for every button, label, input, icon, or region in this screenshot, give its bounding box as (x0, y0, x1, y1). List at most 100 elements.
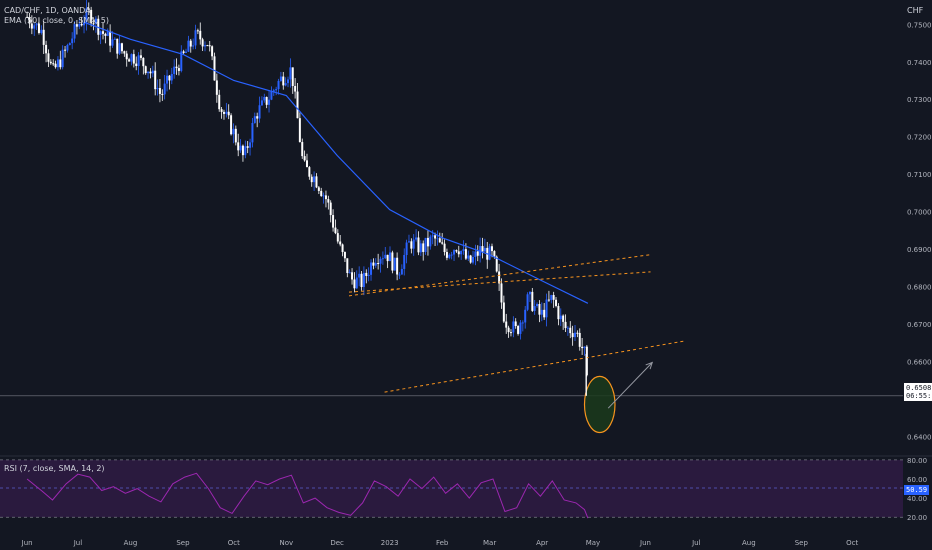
candle-body (123, 51, 126, 54)
drawings[interactable] (583, 353, 654, 434)
candle-body (453, 250, 456, 255)
x-tick-label: Sep (795, 539, 809, 547)
candle-body (260, 100, 263, 106)
candle-body (139, 55, 142, 58)
candle-body (400, 268, 403, 275)
candle-body (581, 346, 584, 349)
ema-indicator-label[interactable]: EMA (50, close, 0, SMA, 5) (4, 16, 109, 25)
candle-body (166, 75, 169, 84)
candle-body (431, 235, 434, 237)
candle-body (161, 93, 164, 95)
candle-body (460, 250, 463, 255)
candle-body (109, 30, 112, 46)
projection-arrow (607, 362, 653, 409)
candle-body (372, 262, 375, 266)
candle-body (419, 243, 422, 253)
candle-body (177, 68, 180, 71)
candle-body (315, 176, 318, 188)
candle-body (199, 30, 202, 40)
rsi-line (26, 472, 589, 519)
trendlines[interactable] (348, 254, 687, 393)
candle-body (550, 295, 553, 301)
candle-body (66, 44, 69, 51)
candle-body (407, 241, 410, 243)
candle-body (379, 258, 382, 264)
candle-body (239, 145, 242, 151)
last-price-value: 0.65081 (906, 384, 932, 392)
candle-body (536, 304, 539, 307)
x-tick-label: Apr (536, 539, 548, 547)
candle-body (384, 254, 387, 259)
candle-body (410, 241, 413, 249)
candle-body (391, 252, 394, 271)
x-tick-label: Mar (483, 539, 496, 547)
candle-body (398, 274, 401, 276)
candle-body (543, 309, 546, 318)
candle-body (450, 254, 453, 256)
candle-body (272, 90, 275, 92)
candle-body (97, 18, 100, 35)
candle-body (396, 257, 399, 275)
x-tick-label: Jun (639, 539, 651, 547)
candle-body (327, 199, 330, 203)
candle-body (348, 272, 351, 274)
candle-body (351, 272, 354, 280)
candle-body (185, 51, 188, 53)
candles (26, 0, 588, 377)
candle-body (305, 160, 308, 168)
rsi-indicator-label[interactable]: RSI (7, close, SMA, 14, 2) (4, 464, 105, 473)
symbol-title[interactable]: CAD/CHF, 1D, OANDA (4, 6, 91, 15)
candle-body (519, 322, 522, 334)
trendline (384, 340, 687, 393)
candle-body (54, 63, 57, 68)
candle-body (137, 55, 140, 67)
candle-body (370, 262, 373, 275)
candle-body (476, 251, 479, 256)
candle-body (578, 332, 581, 347)
rsi-tick-label: 80.00 (907, 457, 927, 465)
candle-body (220, 109, 223, 112)
candle-body (472, 256, 475, 263)
candle-body (320, 190, 323, 196)
candle-body (244, 146, 247, 156)
candle-body (113, 38, 116, 40)
candle-body (85, 8, 88, 23)
candle-body (251, 122, 254, 143)
candle-body (222, 111, 225, 114)
candle-body (289, 67, 292, 80)
candle-body (282, 76, 285, 86)
candle-body (313, 176, 316, 183)
candle-body (147, 71, 150, 74)
candle-body (365, 272, 368, 276)
candle-body (301, 142, 304, 157)
candle-body (540, 309, 543, 315)
candle-body (490, 246, 493, 252)
x-tick-label: Jul (691, 539, 701, 547)
candle-body (329, 202, 332, 216)
candle-body (90, 9, 93, 24)
candle-body (566, 327, 569, 329)
candle-body (234, 128, 237, 143)
candle-body (111, 39, 114, 46)
candle-body (156, 88, 159, 90)
candle-body (33, 25, 36, 29)
candle-body (92, 23, 95, 25)
candle-body (355, 277, 358, 289)
candle-body (128, 59, 131, 62)
candle-body (502, 302, 505, 322)
candle-body (246, 146, 249, 148)
candle-body (130, 54, 133, 62)
candle-body (26, 16, 29, 18)
candle-body (47, 53, 50, 62)
candle-body (40, 29, 43, 33)
candle-body (175, 66, 178, 69)
highlight-ellipse (583, 375, 616, 434)
candle-body (298, 118, 301, 143)
candle-body (417, 237, 420, 253)
candle-body (583, 346, 586, 349)
candle-body (237, 142, 240, 151)
candle-body (135, 63, 138, 67)
